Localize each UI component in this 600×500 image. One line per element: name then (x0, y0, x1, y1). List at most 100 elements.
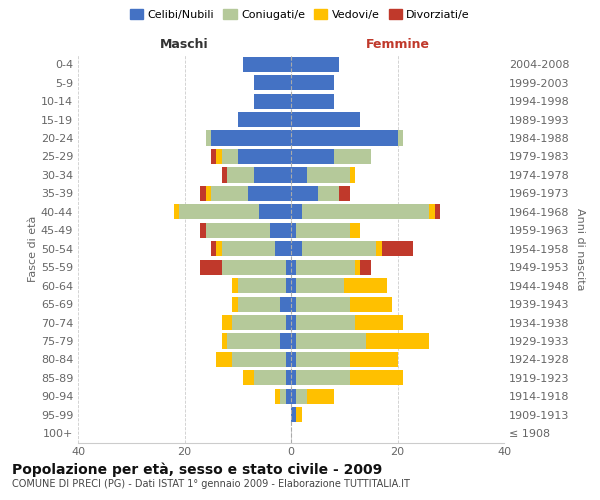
Bar (291, 408, 296, 422)
Bar (286, 278, 291, 293)
Bar (291, 130, 398, 146)
Bar (206, 222, 270, 238)
Bar (291, 56, 339, 72)
Bar (254, 75, 291, 90)
Bar (291, 334, 296, 348)
Bar (211, 241, 217, 256)
Bar (211, 149, 217, 164)
Bar (280, 389, 286, 404)
Bar (296, 389, 307, 404)
Bar (227, 334, 280, 348)
Bar (291, 241, 302, 256)
Bar (291, 112, 360, 127)
Bar (360, 260, 371, 275)
Text: COMUNE DI PRECI (PG) - Dati ISTAT 1° gennaio 2009 - Elaborazione TUTTITALIA.IT: COMUNE DI PRECI (PG) - Dati ISTAT 1° gen… (12, 479, 410, 489)
Bar (200, 222, 206, 238)
Bar (222, 334, 227, 348)
Bar (291, 149, 334, 164)
Bar (296, 278, 344, 293)
Bar (350, 296, 392, 312)
Bar (291, 186, 317, 201)
Bar (254, 370, 286, 386)
Bar (296, 260, 355, 275)
Bar (291, 75, 334, 90)
Bar (222, 315, 232, 330)
Bar (280, 334, 291, 348)
Bar (334, 149, 371, 164)
Bar (350, 352, 398, 367)
Bar (307, 168, 350, 182)
Bar (217, 149, 222, 164)
Bar (232, 296, 238, 312)
Bar (435, 204, 440, 220)
Bar (365, 334, 430, 348)
Bar (254, 94, 291, 108)
Y-axis label: Anni di nascita: Anni di nascita (575, 208, 585, 290)
Legend: Celibi/Nubili, Coniugati/e, Vedovi/e, Divorziati/e: Celibi/Nubili, Coniugati/e, Vedovi/e, Di… (127, 6, 473, 23)
Bar (302, 204, 430, 220)
Bar (344, 278, 387, 293)
Bar (317, 186, 339, 201)
Bar (296, 334, 365, 348)
Bar (270, 222, 291, 238)
Bar (350, 370, 403, 386)
Bar (248, 186, 291, 201)
Bar (296, 352, 350, 367)
Bar (286, 315, 291, 330)
Bar (174, 204, 179, 220)
Bar (238, 112, 291, 127)
Bar (280, 296, 291, 312)
Bar (286, 352, 291, 367)
Bar (211, 186, 248, 201)
Bar (275, 241, 291, 256)
Bar (339, 186, 350, 201)
Bar (296, 408, 302, 422)
Bar (430, 204, 435, 220)
Bar (302, 241, 376, 256)
Bar (222, 241, 275, 256)
Bar (275, 389, 280, 404)
Bar (286, 260, 291, 275)
Bar (238, 278, 286, 293)
Bar (217, 352, 232, 367)
Bar (243, 56, 291, 72)
Text: Femmine: Femmine (365, 38, 430, 51)
Bar (291, 222, 296, 238)
Bar (286, 389, 291, 404)
Bar (238, 296, 280, 312)
Bar (222, 149, 238, 164)
Bar (232, 315, 286, 330)
Bar (291, 389, 296, 404)
Bar (355, 315, 403, 330)
Bar (350, 222, 360, 238)
Bar (211, 130, 291, 146)
Bar (376, 241, 382, 256)
Bar (398, 130, 403, 146)
Bar (179, 204, 259, 220)
Bar (291, 296, 296, 312)
Bar (296, 222, 350, 238)
Y-axis label: Fasce di età: Fasce di età (28, 216, 38, 282)
Bar (291, 204, 302, 220)
Bar (243, 370, 254, 386)
Text: Maschi: Maschi (160, 38, 209, 51)
Bar (259, 204, 291, 220)
Bar (291, 352, 296, 367)
Bar (296, 296, 350, 312)
Bar (217, 241, 222, 256)
Bar (350, 168, 355, 182)
Bar (222, 168, 227, 182)
Bar (291, 370, 296, 386)
Bar (254, 168, 291, 182)
Bar (296, 370, 350, 386)
Bar (206, 130, 211, 146)
Bar (200, 260, 222, 275)
Bar (238, 149, 291, 164)
Bar (286, 370, 291, 386)
Bar (291, 260, 296, 275)
Bar (206, 186, 211, 201)
Bar (222, 260, 286, 275)
Bar (232, 278, 238, 293)
Bar (296, 315, 355, 330)
Bar (382, 241, 413, 256)
